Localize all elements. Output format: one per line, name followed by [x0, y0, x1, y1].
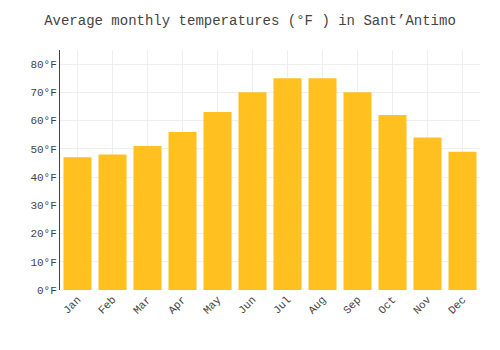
svg-text:0°F: 0°F: [37, 285, 57, 297]
svg-text:Jun: Jun: [236, 294, 258, 316]
svg-text:50°F: 50°F: [30, 144, 56, 156]
svg-text:Oct: Oct: [376, 294, 398, 316]
svg-text:May: May: [201, 294, 224, 317]
svg-text:Feb: Feb: [96, 294, 118, 316]
svg-text:Dec: Dec: [446, 294, 468, 316]
svg-text:60°F: 60°F: [30, 115, 56, 127]
svg-text:20°F: 20°F: [30, 228, 56, 240]
svg-text:Average monthly temperatures (: Average monthly temperatures (°F ) in Sa…: [44, 13, 456, 29]
svg-text:Apr: Apr: [166, 294, 188, 316]
svg-text:Jul: Jul: [271, 294, 293, 316]
svg-text:Mar: Mar: [131, 294, 153, 316]
svg-text:Jan: Jan: [61, 294, 83, 316]
svg-text:Nov: Nov: [411, 294, 434, 317]
svg-text:80°F: 80°F: [30, 59, 56, 71]
svg-text:70°F: 70°F: [30, 87, 56, 99]
svg-text:Sep: Sep: [341, 294, 363, 316]
svg-text:10°F: 10°F: [30, 257, 56, 269]
svg-text:40°F: 40°F: [30, 172, 56, 184]
svg-text:Aug: Aug: [306, 294, 328, 316]
svg-text:30°F: 30°F: [30, 200, 56, 212]
